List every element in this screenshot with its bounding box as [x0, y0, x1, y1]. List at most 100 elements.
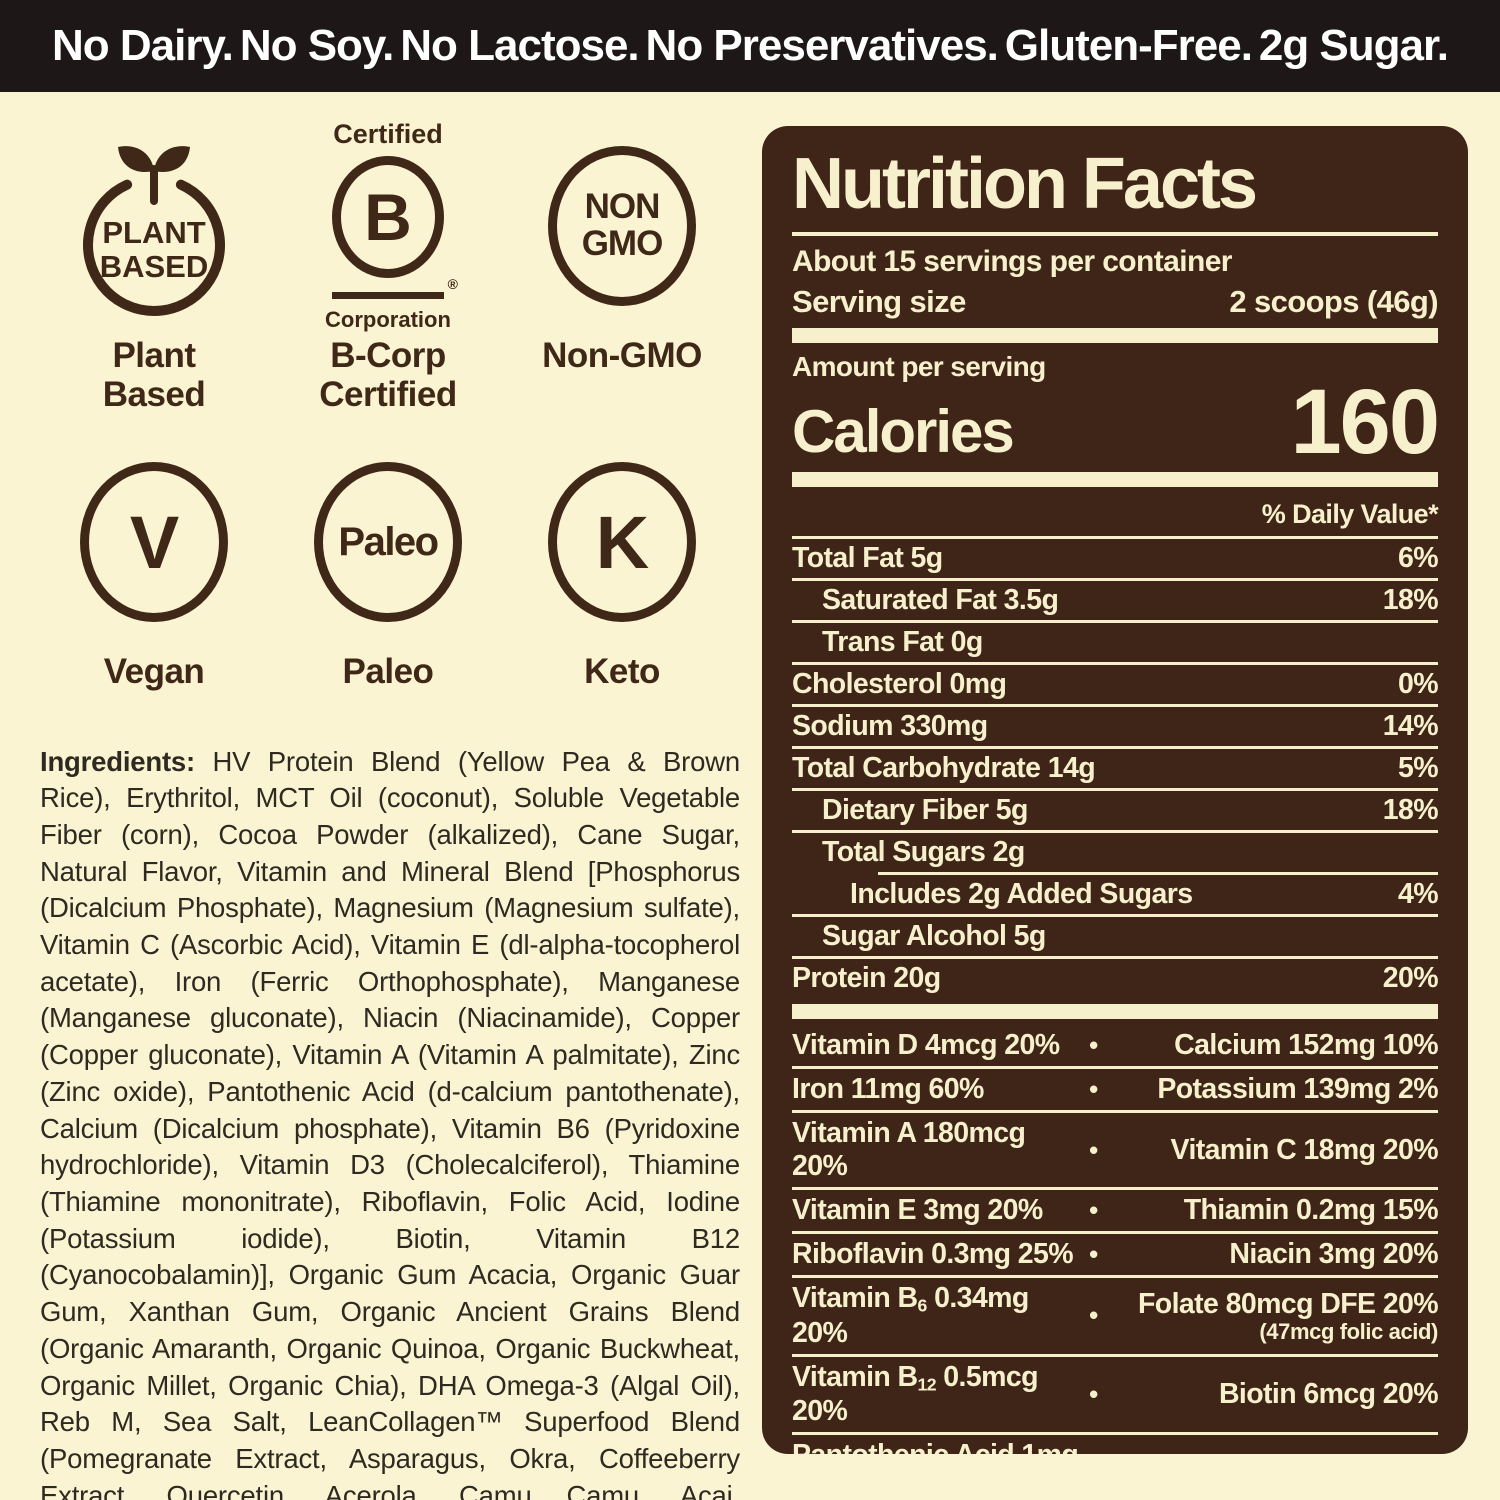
- micronutrient-row: Vitamin E 3mg 20% • Thiamin 0.2mg 15%: [792, 1190, 1439, 1235]
- badge-label-plant-based: Plant Based: [102, 336, 206, 415]
- micronutrient-left: Vitamin B6 0.34mg 20%: [792, 1282, 1029, 1349]
- amount-per-serving-label: Amount per serving: [792, 350, 1046, 382]
- bullet-separator: •: [1089, 1300, 1098, 1331]
- plant-icon-line1: PLANT: [102, 215, 205, 250]
- nutrient-label: Total Carbohydrate 14g: [792, 752, 1096, 785]
- micronutrient-right-value: Biotin 6mcg 20%: [1218, 1377, 1439, 1410]
- badge-label-paleo: Paleo: [342, 652, 434, 692]
- claim-text: No Lactose.: [400, 21, 639, 70]
- row-divider: [792, 914, 1438, 918]
- thick-divider: [792, 472, 1438, 488]
- nutrient-row: Cholesterol 0mg 0%: [792, 665, 1439, 704]
- nutrient-dv-value: 4%: [1398, 878, 1439, 911]
- micronutrient-right: Folate 80mcg DFE 20% (47mcg folic acid): [1106, 1288, 1439, 1345]
- plant-icon-line2: BASED: [100, 249, 209, 284]
- micronutrient-row: Iron 11mg 60% • Potassium 139mg 2%: [792, 1069, 1439, 1114]
- b-corp-corporation-text: Corporation: [325, 307, 451, 332]
- nutrient-row: Total Carbohydrate 14g 5%: [792, 749, 1439, 788]
- nutrient-dv-value: 5%: [1398, 752, 1439, 785]
- row-divider: [792, 956, 1438, 960]
- micronutrient-row: Pantothenic Acid 1mg 20%•Phosphorus 366m…: [792, 1435, 1438, 1454]
- bullet-separator: •: [1089, 1195, 1098, 1226]
- badge-label-b-corp: B-Corp Certified: [319, 336, 457, 415]
- nutrient-row: Protein 20g 20%: [792, 959, 1439, 998]
- ingredients-text: HV Protein Blend (Yellow Pea & Brown Ric…: [40, 745, 740, 1500]
- bullet-separator: •: [1089, 1239, 1098, 1270]
- b-corp-certified-text: Certified: [333, 119, 443, 149]
- nutrient-label: Protein 20g: [792, 962, 941, 995]
- micronutrient-left: Vitamin B12 0.5mcg 20%: [792, 1360, 1039, 1427]
- micronutrient-left: Vitamin A 180mcg 20%: [792, 1117, 1026, 1183]
- daily-value-header: % Daily Value*: [1261, 499, 1439, 530]
- vegan-icon: V: [80, 444, 228, 640]
- b-corp-underline: [331, 292, 444, 299]
- row-divider: [792, 536, 1438, 540]
- micronutrient-row: Riboflavin 0.3mg 25% • Niacin 3mg 20%: [792, 1234, 1439, 1279]
- vegan-letter: V: [129, 500, 179, 584]
- nutrient-row: Total Fat 5g 6%: [792, 539, 1439, 578]
- non-gmo-line1: NON: [584, 187, 661, 227]
- badge-label-non-gmo: Non-GMO: [542, 336, 702, 375]
- micronutrient-right: Calcium 152mg 10%: [1106, 1029, 1438, 1062]
- nutrient-label: Total Sugars 2g: [822, 836, 1025, 869]
- micronutrient-rows: Vitamin D 4mcg 20% • Calcium 152mg 10% Iron…: [792, 1025, 1439, 1454]
- b-corp-icon: Certified B ® Corporation: [325, 119, 458, 332]
- nutrient-dv-value: 0%: [1398, 668, 1439, 701]
- claim-text: Gluten-Free.: [1004, 21, 1253, 70]
- micronutrient-right-value: Vitamin C 18mg 20%: [1170, 1133, 1439, 1166]
- micronutrient-left: Vitamin D 4mcg 20%: [792, 1029, 1060, 1062]
- keto-icon: K: [548, 444, 696, 640]
- left-column: PLANT BASED Plant Based Certified B ®: [40, 119, 740, 1500]
- row-divider: [792, 620, 1438, 624]
- badge-label-keto: Keto: [584, 652, 660, 692]
- registered-mark: ®: [447, 276, 458, 292]
- nutrient-label: Cholesterol 0mg: [792, 668, 1007, 701]
- servings-per-container: About 15 servings per container: [792, 244, 1232, 278]
- micronutrient-right-value: Potassium 139mg 2%: [1157, 1073, 1438, 1106]
- bullet-separator: •: [1089, 1378, 1098, 1409]
- micronutrient-right: Vitamin C 18mg 20%: [1106, 1133, 1439, 1167]
- badge-keto: K Keto: [510, 444, 734, 691]
- nutrient-label: Sugar Alcohol 5g: [822, 920, 1046, 953]
- row-divider: [792, 662, 1438, 666]
- claims-banner: No Dairy. No Soy. No Lactose. No Preservati…: [0, 0, 1500, 92]
- claim-text: No Soy.: [239, 21, 395, 70]
- nutrient-row: Dietary Fiber 5g 18%: [792, 791, 1439, 830]
- b-corp-letter: B: [331, 156, 444, 278]
- nutrient-row: Sugar Alcohol 5g: [792, 917, 1438, 956]
- row-divider: [878, 872, 1438, 876]
- nutrient-rows: Total Fat 5g 6% Saturated Fat 3.5g 18% Trans…: [792, 539, 1439, 998]
- nutrient-row: Sodium 330mg 14%: [792, 707, 1439, 746]
- nutrient-row: Saturated Fat 3.5g 18%: [792, 581, 1439, 620]
- keto-letter: K: [595, 500, 649, 584]
- nutrient-label: Trans Fat 0g: [822, 626, 983, 659]
- micronutrient-row: Vitamin D 4mcg 20% • Calcium 152mg 10%: [792, 1025, 1439, 1070]
- row-divider: [792, 788, 1438, 792]
- nutrition-facts-panel: Nutrition Facts About 15 servings per co…: [762, 126, 1468, 1454]
- micronutrient-row: Vitamin A 180mcg 20% • Vitamin C 18mg 20%: [792, 1113, 1439, 1191]
- row-divider: [792, 746, 1438, 750]
- nutrient-row: Trans Fat 0g: [792, 623, 1438, 662]
- bullet-separator: •: [1089, 1074, 1098, 1105]
- nutrient-dv-value: 18%: [1382, 584, 1439, 617]
- micronutrient-right: Biotin 6mcg 20%: [1106, 1377, 1439, 1411]
- micronutrient-right-value: Folate 80mcg DFE 20%: [1137, 1288, 1439, 1321]
- micronutrient-right: Potassium 139mg 2%: [1106, 1073, 1438, 1106]
- nutrient-row: Includes 2g Added Sugars 4%: [792, 875, 1439, 914]
- micronutrient-row: Vitamin B12 0.5mcg 20% • Biotin 6mcg 20%: [792, 1357, 1439, 1435]
- nutrient-dv-value: 6%: [1398, 542, 1439, 575]
- micronutrient-right-value: Calcium 152mg 10%: [1174, 1029, 1438, 1062]
- claim-text: 2g Sugar.: [1258, 21, 1449, 70]
- bullet-separator: •: [1089, 1134, 1098, 1165]
- calories-label: Calories: [792, 398, 1015, 466]
- micronutrient-right-subtext: (47mcg folic acid): [1259, 1319, 1438, 1345]
- badge-vegan: V Vegan: [42, 444, 266, 691]
- non-gmo-icon: NON GMO: [548, 128, 696, 324]
- serving-size-row: Serving size 2 scoops (46g): [792, 283, 1439, 320]
- micronutrient-left: Vitamin E 3mg 20%: [792, 1194, 1043, 1227]
- serving-size-value: 2 scoops (46g): [1229, 283, 1438, 319]
- paleo-icon: Paleo: [314, 444, 462, 640]
- nutrient-label: Includes 2g Added Sugars: [850, 878, 1193, 911]
- plant-based-seal-graphic: PLANT BASED: [83, 146, 225, 316]
- nutrient-label: Saturated Fat 3.5g: [822, 584, 1059, 617]
